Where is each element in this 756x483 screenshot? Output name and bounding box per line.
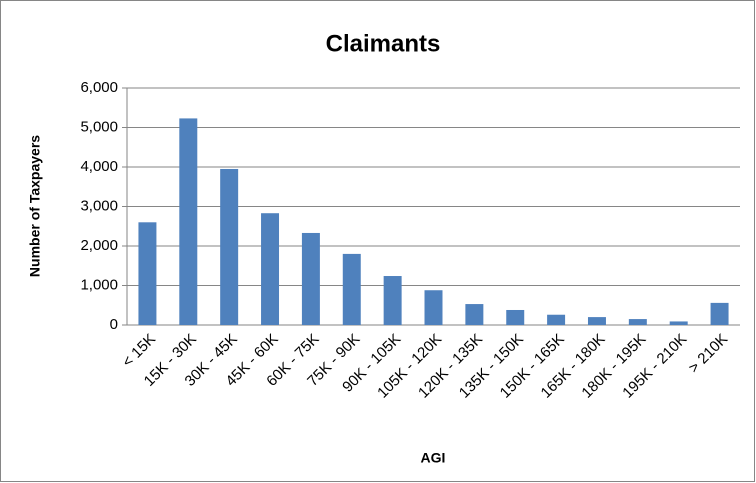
bar bbox=[710, 302, 729, 325]
bar bbox=[301, 232, 320, 325]
bar bbox=[587, 317, 606, 325]
bar bbox=[465, 304, 484, 325]
bar bbox=[220, 168, 239, 325]
bar bbox=[342, 253, 361, 325]
bar bbox=[547, 314, 566, 325]
y-tick-label: 5,000 bbox=[80, 118, 118, 135]
chart-title: Claimants bbox=[326, 30, 441, 57]
bar bbox=[628, 319, 647, 325]
y-tick-label: 6,000 bbox=[80, 79, 118, 96]
bar bbox=[506, 309, 525, 325]
y-tick-label: 2,000 bbox=[80, 237, 118, 254]
bar bbox=[424, 290, 443, 325]
bar bbox=[669, 321, 688, 325]
y-tick-label: 1,000 bbox=[80, 276, 118, 293]
y-tick-label: 3,000 bbox=[80, 197, 118, 214]
bar bbox=[138, 222, 157, 325]
bar bbox=[383, 276, 402, 325]
y-tick-label: 4,000 bbox=[80, 158, 118, 175]
y-axis-label: Number of Taxpayers bbox=[27, 135, 43, 277]
x-axis-label: AGI bbox=[421, 450, 446, 466]
bar bbox=[179, 118, 198, 325]
y-tick-label: 0 bbox=[110, 316, 118, 333]
bar bbox=[261, 213, 280, 325]
